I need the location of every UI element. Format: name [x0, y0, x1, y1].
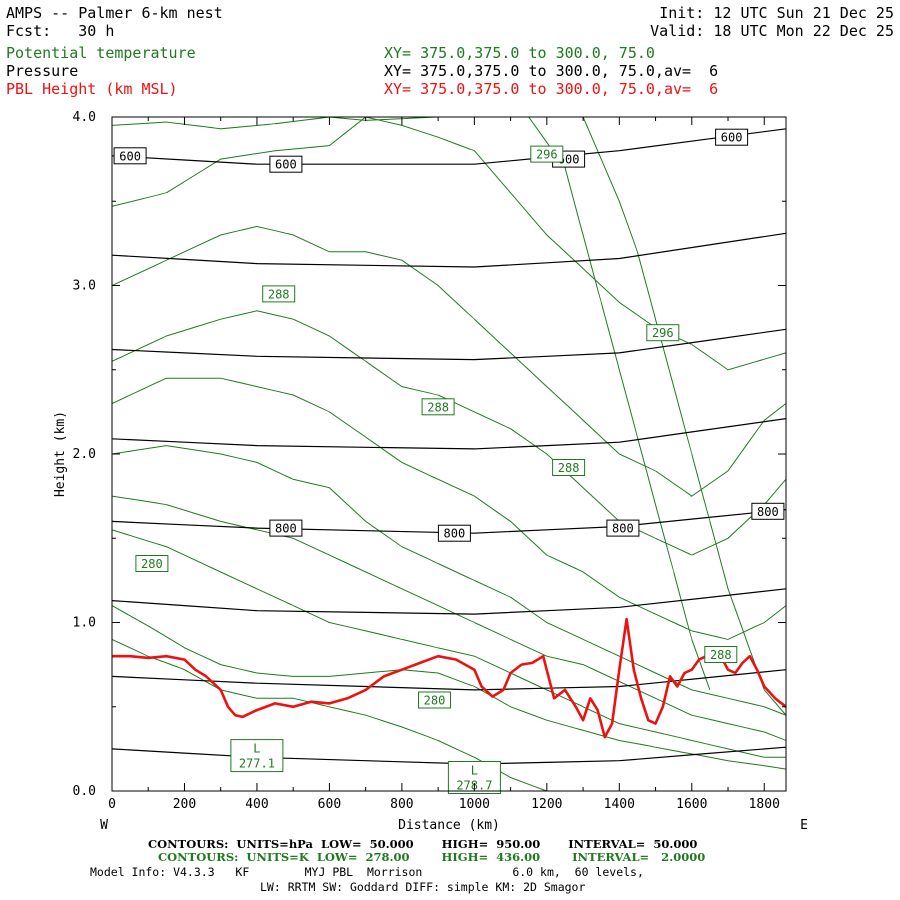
- west-end-label: W: [100, 818, 108, 833]
- pressure-label-box: [751, 502, 785, 520]
- pbl-height-line: [112, 617, 786, 739]
- theta-contour-line: [528, 117, 711, 691]
- theta-label-box: [704, 646, 738, 663]
- theta-label-box: [418, 691, 451, 709]
- field-name-pressure: Pressure: [6, 62, 79, 80]
- chart-title: AMPS -- Palmer 6-km nest: [6, 4, 223, 22]
- field-xy-pressure: XY= 375.0,375.0 to 300.0, 75.0,av= 6: [384, 62, 719, 80]
- pressure-contour-600: [112, 128, 786, 165]
- pressure-contour-800: [112, 508, 786, 534]
- pressure-label: 800: [757, 505, 779, 519]
- footer-pressure-contours: CONTOURS: UNITS=hPa LOW= 50.000 HIGH= 95…: [148, 837, 698, 851]
- theta-label: 280: [424, 694, 446, 708]
- pressure-label-box: [269, 155, 303, 173]
- theta-contours: [112, 117, 786, 791]
- x-tick-label: 800: [390, 797, 413, 812]
- pressure-label: 600: [721, 131, 743, 145]
- y-tick-label: 3.0: [73, 279, 96, 294]
- pressure-contours: [112, 128, 786, 765]
- pressure-contour-650: [112, 232, 786, 268]
- pressure-contour-750: [112, 418, 786, 450]
- theta-contour-line: [112, 117, 786, 371]
- pressure-label: 800: [444, 527, 466, 541]
- low-value: 277.1: [239, 757, 275, 771]
- theta-label-box: [646, 324, 680, 342]
- init-time: Init: 12 UTC Sun 21 Dec 25: [659, 4, 894, 22]
- pressure-label: 800: [612, 522, 634, 536]
- footer-theta-contours: CONTOURS: UNITS=K LOW= 278.00 HIGH= 436.…: [158, 850, 706, 864]
- theta-contour-line: [112, 529, 786, 758]
- pressure-label-box: [113, 147, 147, 165]
- y-tick-label: 4.0: [73, 110, 96, 125]
- axes: 0 200 400 600 800 1000 1200 1400 1600 1800 0.0 1.0 2…: [73, 110, 786, 812]
- x-tick-label: 1800: [749, 797, 780, 812]
- y-tick-label: 2.0: [73, 447, 96, 462]
- east-end-label: E: [800, 818, 808, 833]
- theta-label-box: [530, 145, 564, 163]
- low-marker-box: [230, 739, 284, 773]
- y-axis-label: Height (km): [53, 411, 68, 497]
- low-marker: L: [253, 742, 260, 756]
- theta-contour-line: [582, 117, 786, 716]
- pbl-height-series: [112, 617, 786, 739]
- theta-label: 296: [652, 326, 674, 340]
- theta-label: 288: [558, 461, 580, 475]
- theta-label: 288: [268, 287, 290, 301]
- valid-time: Valid: 18 UTC Mon 22 Dec 25: [650, 22, 894, 40]
- theta-contour-line: [112, 310, 786, 556]
- theta-label-box: [135, 555, 169, 572]
- pressure-label: 800: [275, 522, 297, 536]
- theta-contour-line: [112, 445, 786, 716]
- theta-label-box: [262, 285, 296, 303]
- plot-frame: [111, 116, 787, 792]
- theta-contour-line: [112, 225, 786, 497]
- pressure-contour-700: [112, 328, 786, 361]
- theta-contour-line: [112, 117, 584, 130]
- field-name-theta: Potential temperature: [6, 44, 196, 62]
- x-axis-label: Distance (km): [398, 818, 500, 833]
- field-xy-theta: XY= 375.0,375.0 to 300.0, 75.0: [384, 44, 655, 62]
- theta-contour-line: [112, 377, 786, 641]
- theta-label: 280: [141, 557, 163, 571]
- field-xy-pbl: XY= 375.0,375.0 to 300.0, 75.0,av= 6: [384, 80, 719, 98]
- y-tick-label: 0.0: [73, 784, 96, 799]
- pressure-label-box: [715, 128, 749, 146]
- theta-label-box: [552, 459, 586, 476]
- theta-contour-line: [112, 605, 786, 770]
- theta-contour-line: [112, 495, 786, 741]
- theta-label-box: [421, 398, 455, 416]
- theta-contour-line: [112, 638, 548, 791]
- x-tick-label: 1000: [459, 797, 490, 812]
- x-tick-label: 200: [173, 797, 196, 812]
- theta-label: 288: [710, 648, 732, 662]
- footer-model-info: Model Info: V4.3.3 KF MYJ PBL Morrison 6…: [90, 865, 644, 879]
- x-tick-label: 0: [108, 797, 116, 812]
- y-tick-label: 1.0: [73, 616, 96, 631]
- pressure-contour-850: [112, 588, 786, 615]
- field-name-pbl: PBL Height (km MSL): [6, 80, 178, 98]
- x-tick-label: 400: [245, 797, 268, 812]
- theta-label: 296: [536, 148, 558, 162]
- theta-label: 288: [427, 400, 449, 414]
- pressure-contour-900: [112, 669, 786, 691]
- pressure-label-box: [606, 519, 640, 537]
- x-tick-label: 1600: [676, 797, 707, 812]
- pressure-label: 600: [119, 149, 141, 163]
- forecast-hour: Fcst: 30 h: [6, 22, 115, 40]
- pressure-label: 600: [275, 158, 297, 172]
- footer-physics-info: LW: RRTM SW: Goddard DIFF: simple KM: 2D…: [260, 880, 586, 894]
- x-tick-label: 1400: [604, 797, 635, 812]
- pressure-label-box: [437, 524, 471, 542]
- pressure-label-box: [269, 519, 303, 537]
- x-tick-label: 600: [318, 797, 341, 812]
- low-marker: L: [471, 764, 478, 778]
- x-tick-label: 1200: [531, 797, 562, 812]
